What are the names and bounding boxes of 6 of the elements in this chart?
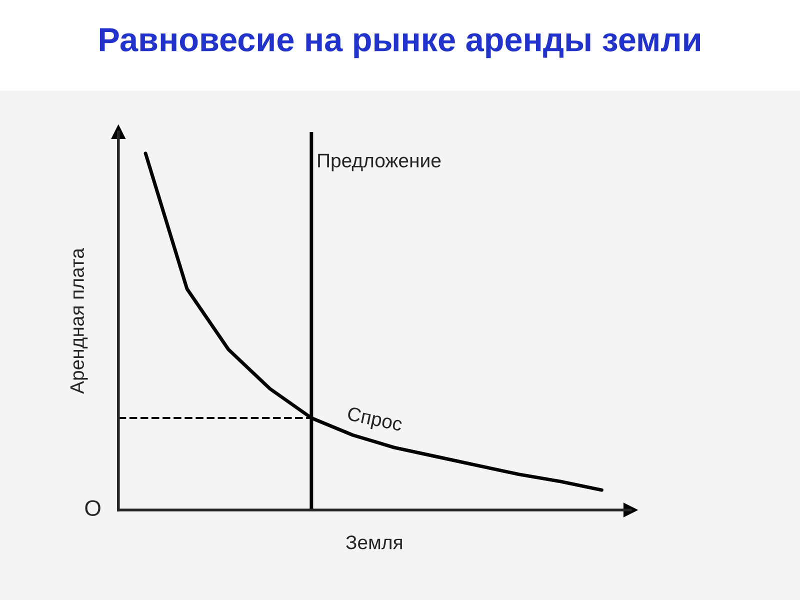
- y-axis-title: Арендная плата: [70, 248, 88, 394]
- x-axis-title: Земля: [346, 536, 402, 550]
- annotation: Спрос: [346, 406, 404, 436]
- chart-title: Равновесие на рынке аренды земли: [100, 28, 700, 58]
- text: O: [85, 500, 100, 516]
- annotation: Предложение: [318, 154, 441, 172]
